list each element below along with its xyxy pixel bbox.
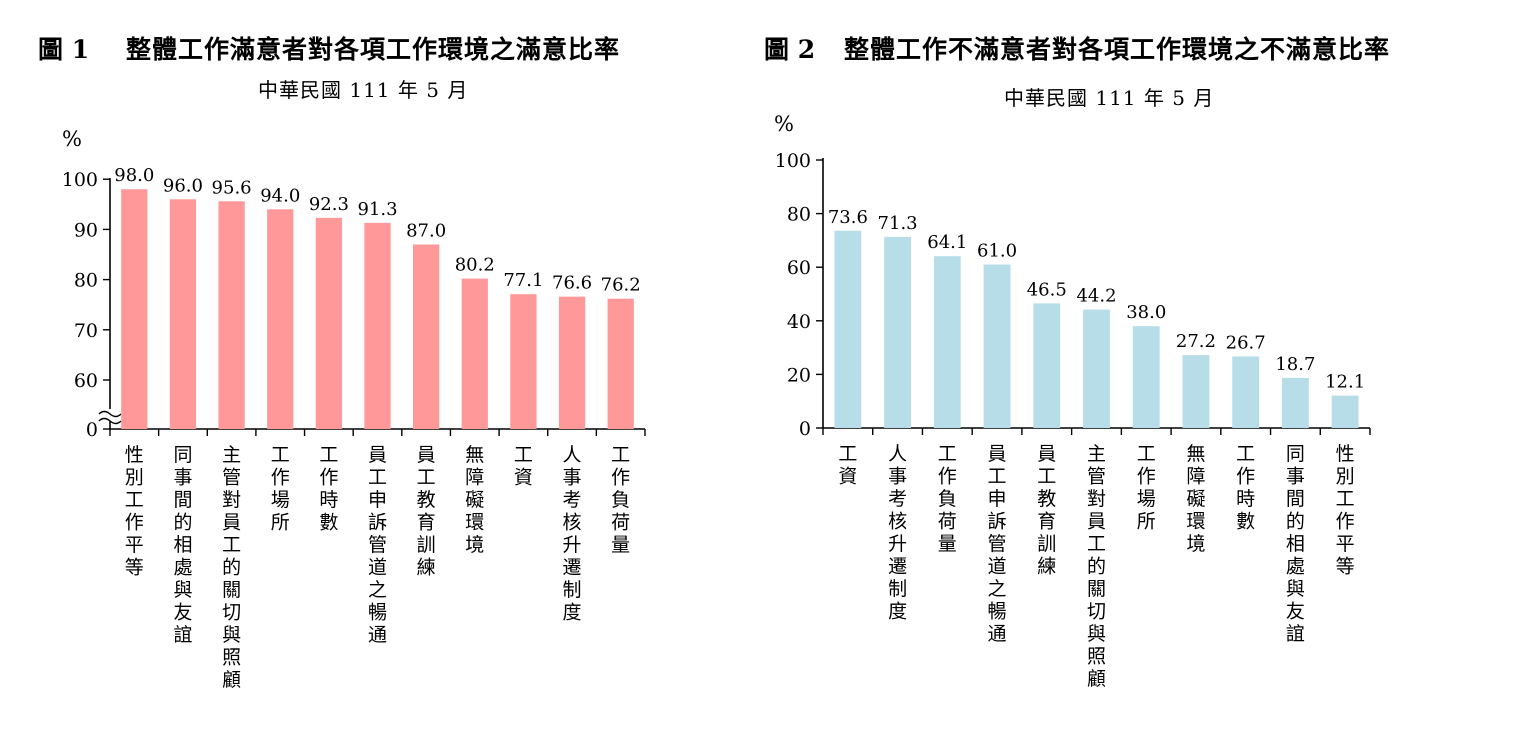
bar — [834, 230, 862, 428]
bar — [1232, 356, 1260, 428]
data-label: 73.6 — [828, 207, 868, 228]
y-tick-label: 20 — [787, 364, 811, 386]
bar — [1281, 377, 1309, 428]
y-tick-label: 90 — [74, 219, 98, 241]
category-label: 人事考核升遷制度 — [888, 443, 907, 623]
data-label: 26.7 — [1226, 332, 1266, 353]
category-label: 無障礙環境 — [1186, 443, 1205, 555]
bar — [121, 189, 148, 429]
bar — [510, 294, 537, 429]
figure-title-1: 整體工作滿意者對各項工作環境之滿意比率 — [126, 35, 621, 64]
data-label: 76.6 — [552, 273, 592, 294]
bar-chart-1: % 0 60 70 80 90 100 98.0 性別工作平等 96.0 同事間的相處與友誼 95.6… — [62, 127, 646, 691]
data-label: 87.0 — [406, 220, 446, 241]
bar — [413, 244, 440, 429]
y-tick-label: 80 — [74, 270, 98, 292]
bar — [1132, 326, 1160, 428]
bar — [607, 298, 634, 429]
category-label: 工作時數 — [319, 444, 338, 534]
figure-number-2: 圖 2 — [764, 35, 816, 64]
bar — [1331, 395, 1359, 428]
y-axis-label: % — [62, 127, 82, 151]
data-label: 64.1 — [927, 232, 967, 253]
category-label: 工作負荷量 — [611, 444, 630, 556]
category-label: 人事考核升遷制度 — [563, 444, 582, 624]
y-tick-label: 80 — [787, 204, 811, 226]
bar — [461, 278, 488, 429]
category-label: 工資 — [838, 443, 857, 488]
data-label: 98.0 — [114, 165, 154, 186]
data-label: 94.0 — [260, 185, 300, 206]
data-label: 77.1 — [503, 270, 543, 291]
category-label: 同事間的相處與友誼 — [173, 444, 192, 646]
category-label: 主管對員工的關切與照顧 — [1087, 443, 1106, 690]
data-label: 95.6 — [212, 177, 252, 198]
bar — [933, 256, 961, 428]
figure-number-1: 圖 1 — [38, 35, 90, 64]
chart-panel-1: 圖 1 整體工作滿意者對各項工作環境之滿意比率 中華民國 111 年 5 月 %… — [0, 0, 740, 733]
axis-break-mark — [98, 410, 122, 418]
data-label: 27.2 — [1176, 331, 1216, 352]
category-label: 工資 — [514, 444, 533, 489]
y-tick-label: 60 — [787, 257, 811, 279]
data-label: 71.3 — [878, 213, 918, 234]
y-tick-label: 100 — [775, 150, 811, 172]
data-label: 96.0 — [163, 175, 203, 196]
data-label: 38.0 — [1126, 302, 1166, 323]
bar — [1083, 309, 1110, 428]
y-tick-label: 40 — [787, 311, 811, 333]
bar — [884, 236, 912, 428]
bar — [1033, 303, 1061, 428]
y-tick-label: 0 — [86, 419, 98, 441]
category-label: 主管對員工的關切與照顧 — [222, 444, 241, 691]
category-label: 員工申訴管道之暢通 — [988, 443, 1007, 645]
category-label: 性別工作平等 — [125, 444, 144, 579]
bar — [1182, 355, 1210, 428]
bar — [315, 217, 342, 429]
category-label: 無障礙環境 — [465, 444, 484, 556]
category-label: 工作負荷量 — [938, 443, 957, 555]
y-tick-label: 100 — [62, 169, 98, 191]
category-label: 工作場所 — [1137, 443, 1156, 533]
y-tick-label: 0 — [799, 418, 811, 440]
data-label: 80.2 — [455, 255, 495, 276]
chart-title-1: 圖 1 整體工作滿意者對各項工作環境之滿意比率 — [0, 30, 740, 70]
category-label: 性別工作平等 — [1336, 443, 1355, 578]
data-label: 92.3 — [309, 194, 349, 215]
data-label: 12.1 — [1325, 372, 1365, 393]
bar — [169, 199, 197, 429]
bar — [364, 222, 391, 429]
axis-break-mark — [98, 417, 122, 425]
bar — [558, 296, 586, 429]
category-label: 同事間的相處與友誼 — [1286, 443, 1305, 645]
category-label: 員工教育訓練 — [417, 444, 436, 579]
data-label: 18.7 — [1275, 354, 1315, 375]
data-label: 61.0 — [977, 241, 1017, 262]
chart-subtitle-1: 中華民國 111 年 5 月 — [258, 78, 469, 102]
bar — [983, 264, 1011, 428]
chart-panel-2: 圖 2 整體工作不滿意者對各項工作環境之不滿意比率 中華民國 111 年 5 月… — [740, 0, 1516, 733]
bar — [218, 201, 245, 429]
data-label: 76.2 — [601, 275, 641, 296]
data-label: 46.5 — [1027, 279, 1067, 300]
category-label: 工作場所 — [271, 444, 290, 534]
data-label: 44.2 — [1076, 286, 1116, 307]
category-label: 員工申訴管道之暢通 — [368, 444, 387, 646]
category-label: 員工教育訓練 — [1037, 443, 1056, 578]
bar — [267, 209, 294, 429]
category-label: 工作時數 — [1236, 443, 1255, 533]
chart-subtitle-2: 中華民國 111 年 5 月 — [1004, 86, 1215, 110]
y-tick-label: 70 — [74, 320, 98, 342]
figure-title-2: 整體工作不滿意者對各項工作環境之不滿意比率 — [844, 35, 1391, 64]
bar-chart-2: % 0 20 40 60 80 100 73.6 工資 71.3 人事考核升遷制度 64.1 工作負荷量… — [774, 112, 1371, 690]
data-label: 91.3 — [357, 199, 397, 220]
y-tick-label: 60 — [74, 370, 98, 392]
chart-title-2: 圖 2 整體工作不滿意者對各項工作環境之不滿意比率 — [740, 30, 1516, 70]
y-axis-label: % — [774, 112, 794, 136]
